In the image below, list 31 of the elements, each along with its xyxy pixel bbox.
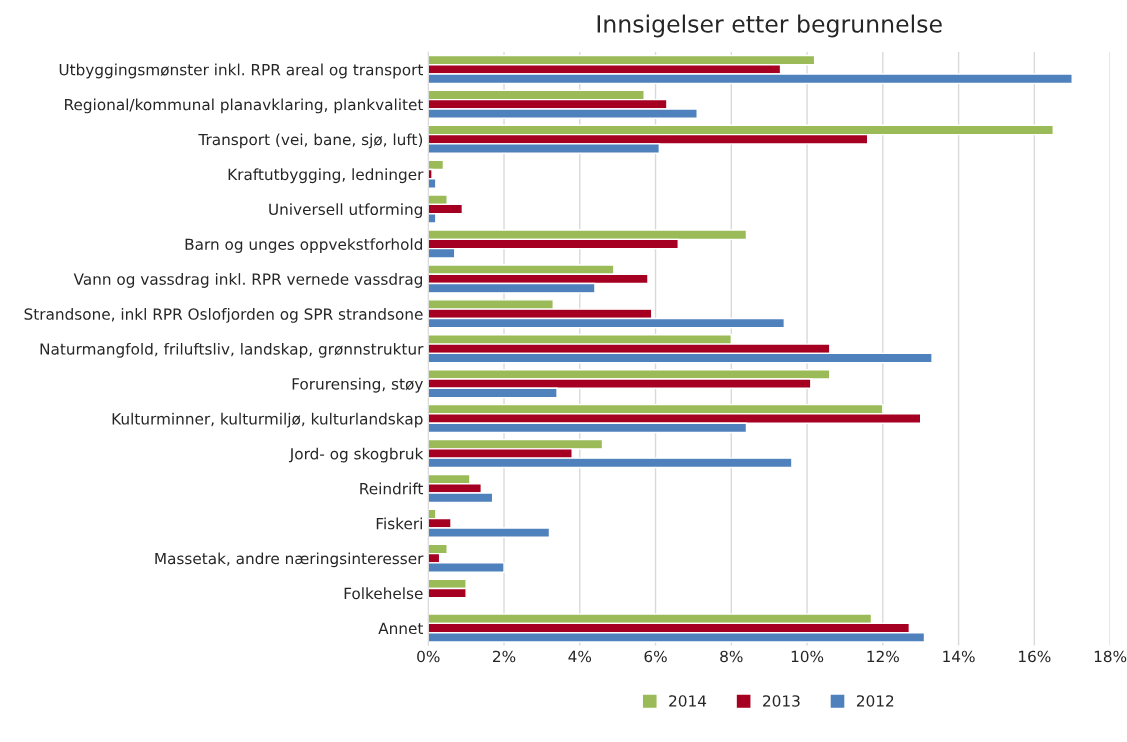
y-tick-label: Regional/kommunal planavklaring, plankvalitet — [65, 98, 424, 114]
x-tick-label: 18% — [1094, 650, 1127, 663]
x-tick-label: 16% — [1019, 650, 1051, 663]
legend-label: 2012 — [856, 695, 894, 707]
y-tick-label: Barn og unges oppvekstforhold — [185, 238, 423, 253]
y-tick-label: Annet — [378, 622, 424, 635]
y-tick-label: Kulturminner, kulturmiljø, kulturlandskap — [112, 412, 423, 428]
y-tick-label: Reindrift — [360, 482, 424, 495]
x-tick-label: 6% — [644, 650, 667, 663]
y-tick-label: Naturmangfold, friluftsliv, landskap, grønnstruktur — [40, 342, 424, 358]
y-tick-label: Utbyggingsmønster inkl. RPR areal og transport — [59, 63, 424, 79]
y-tick-label: Massetak, andre næringsinteresser — [155, 552, 424, 568]
y-tick-label: Strandsone, inkl RPR Oslofjorden og SPR strandsone — [24, 308, 423, 323]
legend-label: 2013 — [763, 695, 800, 707]
legend-label: 2014 — [669, 695, 707, 707]
y-tick-label: Vann og vassdrag inkl. RPR vernede vassdrag — [73, 273, 423, 288]
y-tick-label: Fiskeri — [376, 517, 422, 530]
x-tick-label: 4% — [568, 650, 592, 663]
y-tick-label: Forurensing, støy — [292, 377, 423, 393]
x-tick-label: 10% — [791, 650, 824, 663]
y-tick-label: Kraftutbygging, ledninger — [228, 168, 424, 184]
chart-title: Innsigelser etter begrunnelse — [597, 14, 942, 38]
y-tick-label: Transport (vei, bane, sjø, luft) — [198, 133, 423, 149]
x-tick-label: 0% — [417, 650, 440, 663]
y-tick-label: Universell utforming — [269, 203, 423, 219]
x-tick-label: 8% — [720, 650, 743, 663]
x-tick-label: 2% — [493, 650, 516, 663]
x-tick-label: 12% — [867, 650, 899, 663]
x-tick-label: 14% — [943, 650, 975, 663]
y-tick-label: Folkehelse — [344, 587, 423, 600]
y-tick-label: Jord- og skogbruk — [288, 447, 424, 463]
